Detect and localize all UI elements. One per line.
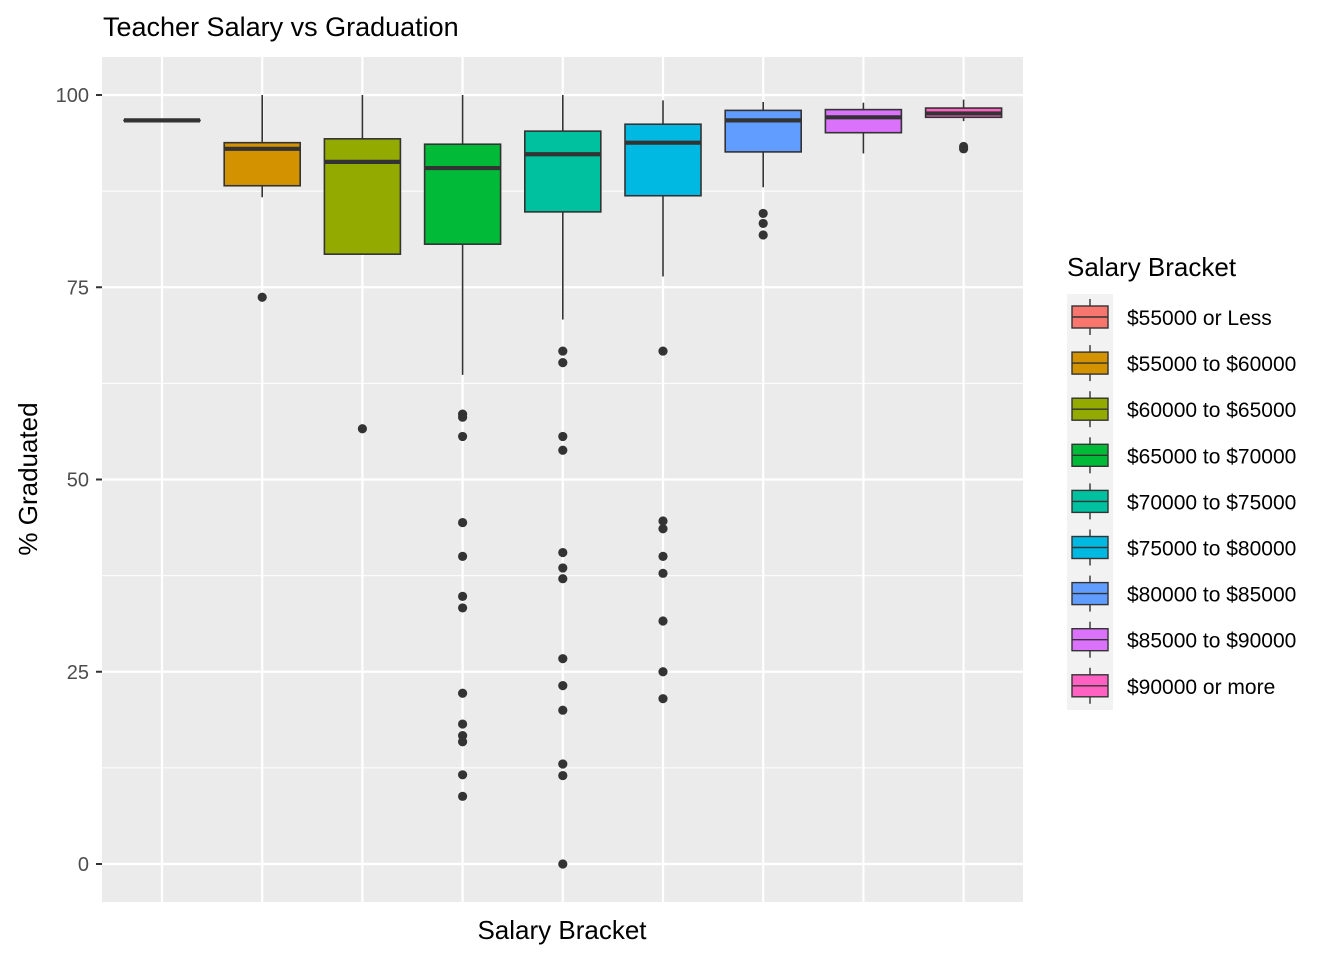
outlier-point xyxy=(357,424,367,434)
outlier-point xyxy=(558,445,568,455)
legend-label: $55000 to $60000 xyxy=(1127,353,1296,376)
y-tick-label: 100 xyxy=(56,85,89,107)
box-8 xyxy=(824,102,903,154)
legend-label: $55000 or Less xyxy=(1127,307,1272,330)
outlier-point xyxy=(658,694,668,704)
outlier-point xyxy=(558,759,568,769)
box-9 xyxy=(924,99,1003,154)
legend-title: Salary Bracket xyxy=(1067,252,1237,282)
outlier-point xyxy=(558,358,568,368)
outlier-point xyxy=(558,547,568,558)
y-tick-label: 75 xyxy=(67,277,89,299)
legend-item-9: $90000 or more xyxy=(1071,667,1275,704)
legend-item-3: $60000 to $65000 xyxy=(1071,391,1296,428)
legend-item-8: $85000 to $90000 xyxy=(1071,621,1296,658)
outlier-point xyxy=(558,563,568,573)
outlier-point xyxy=(458,551,468,562)
outlier-point xyxy=(558,574,568,584)
box-5 xyxy=(523,95,602,869)
outlier-point xyxy=(558,705,568,715)
iqr-box xyxy=(523,130,602,213)
legend: Salary Bracket $55000 or Less $55000 to $… xyxy=(1067,252,1296,710)
legend-label: $85000 to $90000 xyxy=(1127,630,1296,653)
outlier-point xyxy=(257,292,267,302)
y-tick-label: 50 xyxy=(67,470,89,492)
outlier-point xyxy=(558,680,568,691)
outlier-point xyxy=(458,431,468,442)
outlier-point xyxy=(558,770,568,781)
outlier-point xyxy=(959,144,969,154)
outlier-point xyxy=(558,431,568,442)
iqr-box xyxy=(423,143,502,245)
y-axis-title: % Graduated xyxy=(13,402,43,555)
outlier-point xyxy=(458,688,468,698)
legend-item-1: $55000 or Less xyxy=(1071,299,1272,335)
legend-label: $80000 to $85000 xyxy=(1127,584,1296,607)
box-6 xyxy=(624,100,702,704)
y-axis-ticks: 0 25 50 75 100 xyxy=(56,85,102,876)
outlier-point xyxy=(658,568,668,578)
chart-title: Teacher Salary vs Graduation xyxy=(103,12,459,42)
outlier-point xyxy=(458,591,468,601)
outlier-point xyxy=(558,654,568,664)
iqr-box xyxy=(824,108,903,134)
box-3 xyxy=(323,95,402,434)
iqr-box xyxy=(624,123,702,197)
legend-item-7: $80000 to $85000 xyxy=(1071,575,1296,612)
outlier-point xyxy=(458,791,468,801)
box-7 xyxy=(724,101,803,240)
outlier-point xyxy=(458,770,468,780)
iqr-box xyxy=(724,109,803,153)
outlier-point xyxy=(658,524,668,534)
legend-label: $70000 to $75000 xyxy=(1127,491,1296,514)
outlier-point xyxy=(558,859,568,869)
legend-label: $75000 to $80000 xyxy=(1127,538,1296,561)
x-axis-title: Salary Bracket xyxy=(477,915,647,945)
gridlines xyxy=(102,57,1023,902)
outlier-point xyxy=(658,616,668,626)
y-tick-label: 25 xyxy=(67,662,89,684)
outlier-point xyxy=(658,516,668,526)
legend-item-5: $70000 to $75000 xyxy=(1071,483,1296,520)
outlier-point xyxy=(458,603,468,613)
outlier-point xyxy=(458,737,468,747)
legend-item-2: $55000 to $60000 xyxy=(1071,345,1296,382)
box-2 xyxy=(223,95,301,302)
legend-item-6: $75000 to $80000 xyxy=(1071,529,1296,566)
outlier-point xyxy=(558,346,568,356)
outlier-point xyxy=(658,551,668,562)
iqr-box xyxy=(323,138,402,255)
outlier-point xyxy=(758,218,768,229)
box-4 xyxy=(423,95,502,801)
legend-item-4: $65000 to $70000 xyxy=(1071,437,1296,474)
outlier-point xyxy=(758,208,768,219)
outlier-point xyxy=(458,517,468,528)
y-tick-label: 0 xyxy=(78,854,89,876)
legend-label: $60000 to $65000 xyxy=(1127,399,1296,422)
boxes xyxy=(123,95,1003,869)
outlier-point xyxy=(758,230,768,240)
outlier-point xyxy=(658,667,668,677)
legend-label: $65000 to $70000 xyxy=(1127,445,1296,468)
legend-items: $55000 or Less $55000 to $60000 $60000 to … xyxy=(1071,299,1296,704)
outlier-point xyxy=(458,412,468,422)
outlier-point xyxy=(658,346,668,356)
legend-label: $90000 or more xyxy=(1127,676,1275,699)
outlier-point xyxy=(458,719,468,729)
